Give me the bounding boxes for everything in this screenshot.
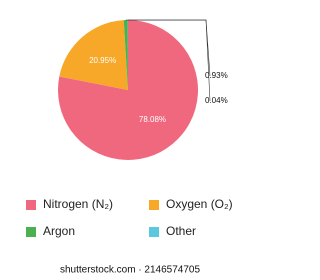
legend-label: Oxygen (O₂) (166, 197, 233, 211)
slice-label: 0.04% (205, 96, 228, 105)
pie-slice (59, 20, 128, 91)
legend-swatch (26, 227, 36, 237)
leader-line (127, 19, 211, 102)
legend-label: Other (166, 224, 196, 238)
watermark: shutterstock.com · 2146574705 (60, 265, 201, 276)
legend-label: Argon (43, 224, 75, 238)
pie-slice (123, 20, 128, 90)
slice-label: 0.93% (205, 71, 228, 80)
slice-label: 20.95% (89, 56, 116, 65)
legend-swatch (26, 200, 36, 210)
legend-swatch (149, 200, 159, 210)
slice-label: 78.08% (139, 115, 166, 124)
legend-swatch (149, 227, 159, 237)
legend-label: Nitrogen (N₂) (43, 197, 113, 211)
chart: shutterstock.com · 2146574705 78.08% 20.9… (26, 19, 233, 276)
